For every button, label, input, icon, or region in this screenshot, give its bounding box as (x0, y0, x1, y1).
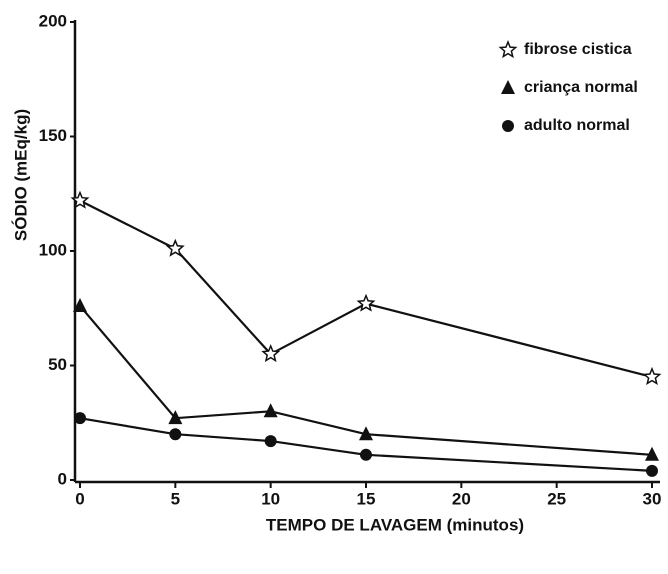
x-tick-label: 20 (452, 489, 471, 508)
legend-label: adulto normal (524, 117, 630, 134)
marker-triangle (263, 403, 278, 418)
marker-triangle (73, 297, 87, 312)
x-tick-label: 10 (261, 489, 280, 508)
legend-label: criança normal (524, 79, 638, 96)
x-tick-label: 5 (171, 489, 180, 508)
marker-triangle (645, 446, 659, 461)
marker-circle (360, 448, 372, 461)
marker-star (165, 238, 185, 257)
y-tick-label: 150 (39, 126, 67, 145)
y-tick-label: 0 (58, 469, 67, 488)
marker-circle (74, 412, 86, 425)
series-line (79, 417, 653, 472)
y-axis-label: SÓDIO (mEq/kg) (11, 109, 30, 241)
y-tick-label: 200 (39, 11, 67, 30)
legend-label: fibrose cistica (524, 41, 632, 58)
marker-star (261, 344, 281, 363)
y-tick-label: 100 (39, 240, 67, 259)
marker-circle (502, 120, 514, 132)
x-axis-label: TEMPO DE LAVAGEM (minutos) (266, 515, 524, 534)
marker-triangle (359, 426, 373, 441)
marker-triangle (168, 410, 183, 425)
y-tick-label: 50 (48, 355, 67, 374)
marker-circle (264, 435, 277, 448)
marker-star (642, 366, 662, 385)
marker-star (498, 40, 518, 59)
x-tick-label: 15 (357, 489, 376, 508)
marker-triangle (501, 80, 515, 94)
marker-star (356, 293, 376, 312)
series-line (79, 199, 653, 379)
x-tick-label: 25 (547, 489, 566, 508)
marker-circle (646, 464, 658, 477)
marker-circle (169, 428, 182, 441)
marker-star (70, 190, 90, 209)
x-tick-label: 30 (643, 489, 662, 508)
x-tick-label: 0 (75, 489, 84, 508)
